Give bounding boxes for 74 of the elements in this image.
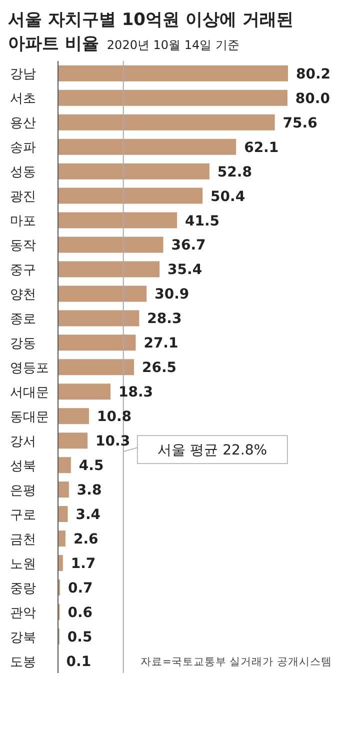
data-label: 10.8 <box>96 409 132 426</box>
data-label: 41.5 <box>185 213 220 230</box>
data-label: 3.8 <box>76 482 102 499</box>
bar <box>58 506 68 522</box>
y-tick-label: 서초 <box>10 92 36 107</box>
data-label: 1.7 <box>70 556 96 572</box>
y-tick-label: 양천 <box>10 288 36 303</box>
bar <box>58 334 136 351</box>
bar <box>58 90 288 106</box>
data-label: 0.6 <box>68 604 93 621</box>
y-tick-label: 금천 <box>10 532 36 548</box>
data-label: 36.7 <box>171 238 206 254</box>
bar <box>58 408 89 424</box>
bar <box>58 310 140 326</box>
data-label: 80.0 <box>295 90 330 107</box>
bar <box>58 432 88 449</box>
data-label: 4.5 <box>78 458 104 474</box>
bar <box>58 138 236 155</box>
bar <box>58 457 71 474</box>
bar <box>58 261 160 278</box>
y-tick-label: 용산 <box>10 116 36 132</box>
y-tick-label: 강서 <box>10 434 36 450</box>
bar <box>58 286 147 302</box>
data-label: 52.8 <box>217 164 252 180</box>
y-tick-label: 성북 <box>10 458 36 474</box>
y-tick-label: 영등포 <box>10 361 49 376</box>
y-tick-label: 성동 <box>10 165 36 180</box>
data-label: 27.1 <box>144 336 178 352</box>
bar <box>58 114 275 130</box>
bar <box>58 163 210 180</box>
data-label: 50.4 <box>210 188 246 205</box>
bar <box>58 555 63 572</box>
bar <box>58 530 66 547</box>
data-label: 0.7 <box>68 580 93 596</box>
y-tick-label: 은평 <box>10 483 36 498</box>
y-tick-label: 서대문 <box>10 385 49 400</box>
data-label: 62.1 <box>244 140 279 156</box>
bar <box>58 384 110 400</box>
data-label: 35.4 <box>168 262 202 278</box>
y-tick-label: 광진 <box>10 190 36 205</box>
bar <box>58 212 178 228</box>
data-label: 18.3 <box>118 384 154 401</box>
data-label: 30.9 <box>154 286 190 303</box>
y-tick-label: 도봉 <box>10 654 36 670</box>
y-tick-label: 강남 <box>10 67 36 82</box>
y-tick-label: 마포 <box>10 214 36 230</box>
data-label: 10.3 <box>96 434 130 450</box>
bar <box>58 236 164 253</box>
data-label: 0.5 <box>67 629 92 646</box>
y-tick-label: 노원 <box>10 556 36 572</box>
y-tick-label: 구로 <box>10 508 36 523</box>
bar <box>58 482 69 498</box>
y-tick-label: 중구 <box>10 263 36 278</box>
data-label: 28.3 <box>147 311 182 328</box>
bar <box>58 359 134 376</box>
data-label: 3.4 <box>76 507 101 524</box>
y-tick-label: 중랑 <box>10 581 36 596</box>
annotation: 자료=국토교통부 실거래가 공개시스템 <box>140 655 332 669</box>
y-tick-label: 종로 <box>10 312 36 328</box>
data-label: 0.1 <box>66 654 92 670</box>
y-tick-label: 동작 <box>10 238 36 254</box>
data-label: 75.6 <box>282 115 318 132</box>
bar <box>58 65 288 82</box>
data-label: 26.5 <box>142 360 177 376</box>
y-tick-label: 강동 <box>10 336 36 352</box>
chart-subtitle: 2020년 10월 14일 기준 <box>106 38 240 52</box>
y-tick-label: 동대문 <box>10 410 49 425</box>
y-tick-label: 송파 <box>10 140 36 156</box>
y-tick-label: 강북 <box>10 630 36 646</box>
data-label: 2.6 <box>73 531 98 548</box>
data-label: 80.2 <box>296 66 331 82</box>
y-tick-label: 관악 <box>10 606 36 621</box>
ref-line-label: 서울 평균 22.8% <box>158 442 268 459</box>
bar <box>58 188 203 204</box>
